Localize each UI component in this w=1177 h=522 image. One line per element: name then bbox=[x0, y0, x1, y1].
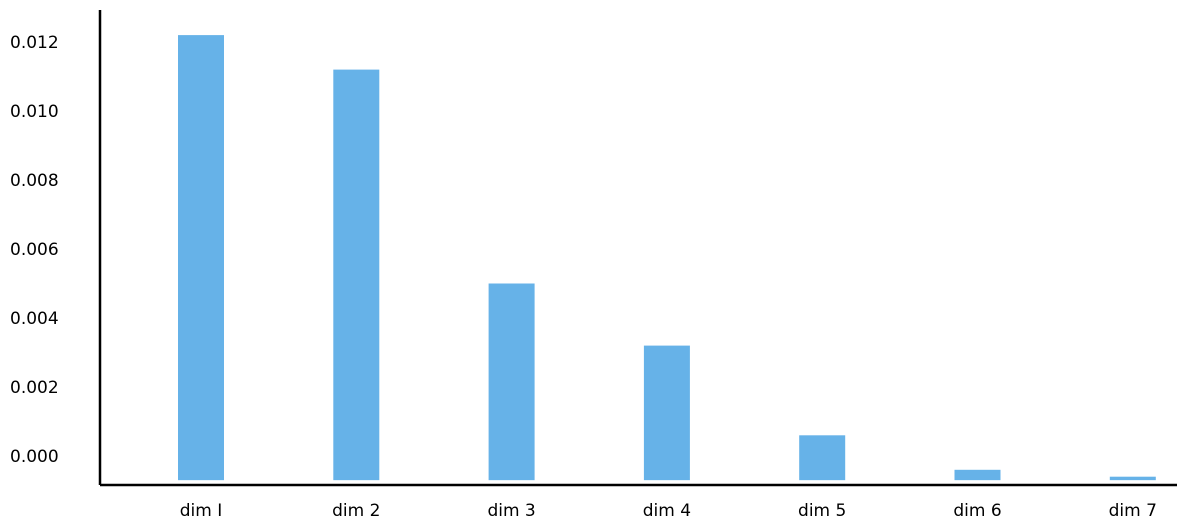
bar bbox=[178, 35, 224, 481]
x-tick-label: dim 2 bbox=[332, 501, 380, 521]
y-axis-tick-labels: 0.000 0.002 0.004 0.006 0.008 0.010 0.012 bbox=[10, 33, 59, 467]
bar bbox=[954, 469, 1001, 481]
y-tick-label: 0.010 bbox=[10, 102, 59, 122]
y-tick-label: 0.004 bbox=[10, 309, 59, 329]
x-tick-label: dim I bbox=[180, 501, 223, 521]
bar bbox=[643, 345, 690, 481]
x-tick-label: dim 5 bbox=[798, 501, 846, 521]
bar-series bbox=[178, 35, 1156, 481]
y-tick-label: 0.008 bbox=[10, 171, 59, 191]
x-tick-label: dim 7 bbox=[1109, 501, 1157, 521]
bar bbox=[1109, 476, 1156, 481]
bar bbox=[333, 69, 380, 481]
bar bbox=[799, 435, 846, 481]
x-tick-label: dim 4 bbox=[643, 501, 691, 521]
x-tick-label: dim 3 bbox=[487, 501, 535, 521]
y-tick-label: 0.002 bbox=[10, 378, 59, 398]
x-tick-label: dim 6 bbox=[953, 501, 1001, 521]
y-tick-label: 0.006 bbox=[10, 240, 59, 260]
y-tick-label: 0.000 bbox=[10, 447, 59, 467]
x-axis-tick-labels: dim I dim 2 dim 3 dim 4 dim 5 dim 6 dim 7 bbox=[180, 501, 1157, 521]
bar bbox=[488, 283, 535, 481]
y-tick-label: 0.012 bbox=[10, 33, 59, 53]
